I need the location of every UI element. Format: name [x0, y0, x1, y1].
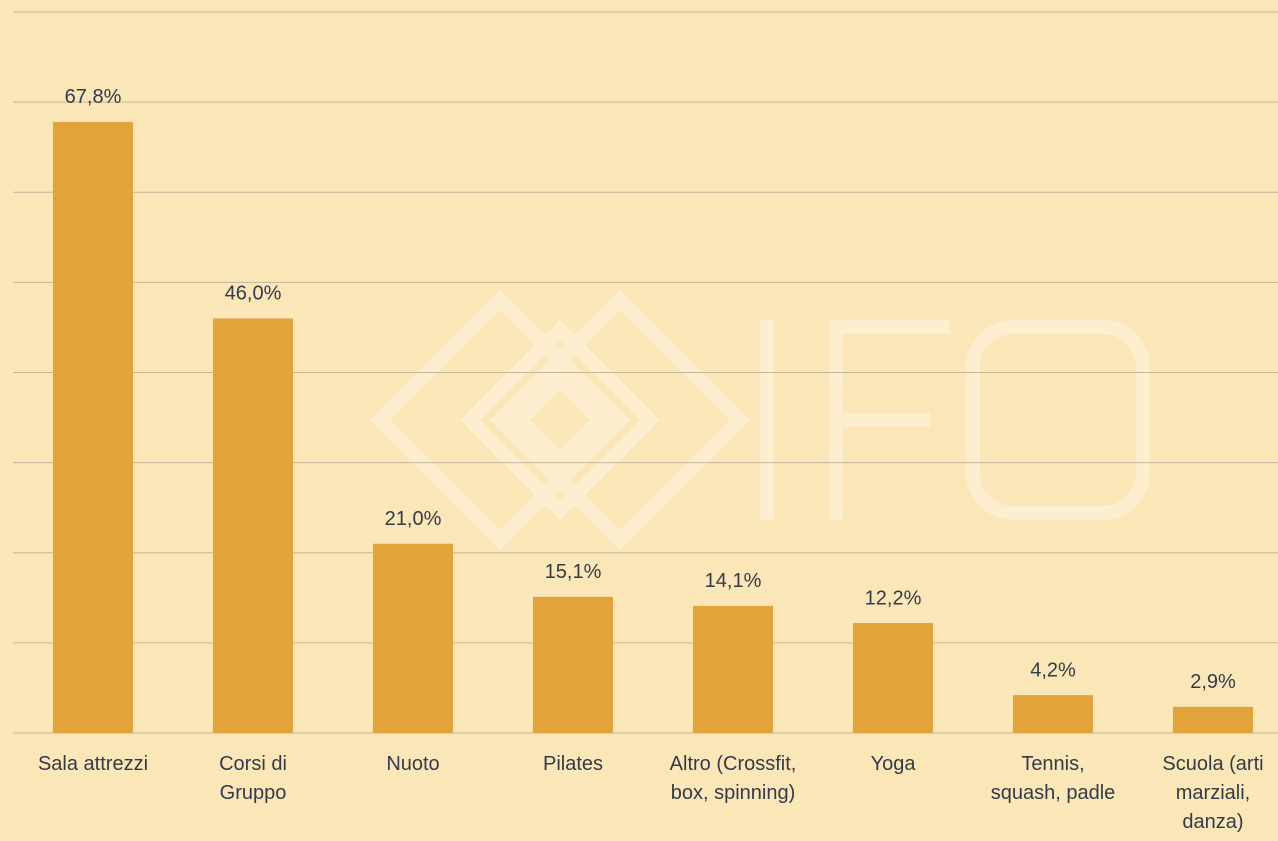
data-label: 4,2% — [1030, 659, 1076, 681]
bar — [1173, 706, 1253, 733]
x-tick-label: Yoga — [870, 753, 916, 775]
x-tick-label: Pilates — [542, 753, 604, 775]
data-label: 21,0% — [385, 508, 442, 530]
bar — [1013, 695, 1093, 733]
x-tick-label: Corsi di Gruppo — [219, 753, 287, 804]
x-tick-label: Nuoto — [386, 753, 440, 775]
bar — [373, 543, 453, 733]
bar — [693, 605, 773, 733]
data-label: 12,2% — [865, 587, 922, 609]
data-label: 2,9% — [1190, 671, 1236, 693]
x-tick-label: Sala attrezzi — [37, 753, 149, 775]
watermark — [370, 290, 1150, 550]
x-tick-label: Scuola (arti marziali, danza) — [1162, 753, 1264, 833]
data-label: 46,0% — [225, 283, 282, 305]
data-label: 14,1% — [705, 570, 762, 592]
data-label: 15,1% — [545, 561, 602, 583]
x-tick-label: Tennis, squash, padle — [990, 753, 1116, 804]
bar — [53, 121, 133, 733]
data-label: 67,8% — [65, 86, 122, 108]
bar — [853, 623, 933, 733]
x-tick-label: Altro (Crossfit, box, spinning) — [669, 753, 797, 804]
bar — [213, 318, 293, 733]
bar — [533, 596, 613, 733]
